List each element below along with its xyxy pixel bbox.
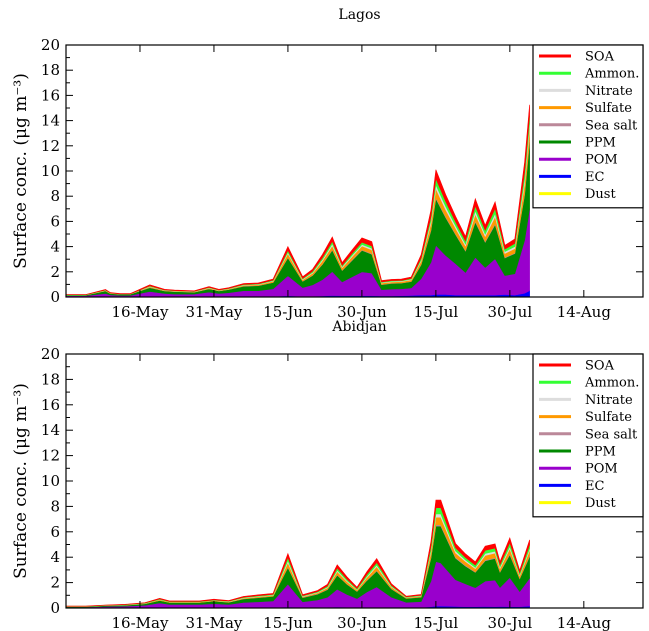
legend-label: Nitrate bbox=[585, 84, 633, 99]
x-tick-label: 14-Aug bbox=[557, 614, 612, 631]
y-axis-label: Surface conc. (μg m⁻³) bbox=[11, 383, 31, 579]
y-tick-label: 16 bbox=[41, 86, 60, 104]
x-tick-label: 31-May bbox=[185, 303, 242, 321]
y-tick-label: 20 bbox=[41, 36, 60, 54]
x-tick-label: 15-Jul bbox=[414, 614, 459, 631]
legend-label: EC bbox=[585, 170, 604, 185]
legend: SOA Ammon. Nitrate Sulfate Sea salt PPM POM EC D… bbox=[532, 353, 644, 518]
x-tick-label: 16-May bbox=[112, 303, 169, 321]
y-tick-label: 0 bbox=[50, 599, 60, 617]
area-soa bbox=[65, 499, 530, 607]
y-tick-label: 12 bbox=[41, 137, 60, 155]
chart-panel-1: 0 2 4 6 8 10 12 14 16 18 20 16-May 31-May 15-Jun 30-Ju… bbox=[11, 7, 644, 321]
legend-label: Nitrate bbox=[585, 393, 633, 408]
legend-label: Sea salt bbox=[585, 427, 638, 442]
legend: SOA Ammon. Nitrate Sulfate Sea salt PPM POM EC D… bbox=[532, 44, 644, 209]
legend-label: POM bbox=[585, 153, 618, 168]
legend-label: Ammon. bbox=[584, 67, 639, 82]
y-tick-label: 8 bbox=[50, 497, 60, 515]
legend-label: POM bbox=[585, 462, 618, 477]
chart-title: Abidjan bbox=[331, 319, 386, 335]
x-tick-label: 16-May bbox=[112, 614, 169, 631]
legend-label: SOA bbox=[585, 50, 615, 65]
legend-label: PPM bbox=[585, 136, 616, 151]
y-tick-label: 8 bbox=[50, 187, 60, 205]
x-tick-label: 14-Aug bbox=[557, 303, 612, 321]
y-tick-label: 0 bbox=[50, 288, 60, 306]
y-tick-label: 10 bbox=[41, 472, 60, 490]
y-tick-label: 20 bbox=[41, 345, 60, 363]
y-tick-label: 4 bbox=[50, 548, 60, 566]
chart-title: Lagos bbox=[338, 7, 380, 23]
legend-label: Sulfate bbox=[585, 410, 632, 425]
x-tick-label: 31-May bbox=[185, 614, 242, 631]
legend-label: Dust bbox=[585, 187, 616, 202]
x-tick-label: 30-Jul bbox=[488, 614, 533, 631]
legend-label: EC bbox=[585, 479, 604, 494]
x-tick-label: 30-Jul bbox=[488, 303, 533, 321]
legend-label: Ammon. bbox=[584, 376, 639, 391]
y-tick-label: 18 bbox=[41, 370, 60, 388]
y-tick-label: 10 bbox=[41, 162, 60, 180]
legend-label: SOA bbox=[585, 359, 615, 374]
y-tick-label: 16 bbox=[41, 396, 60, 414]
y-tick-label: 2 bbox=[50, 263, 60, 281]
y-tick-label: 2 bbox=[50, 574, 60, 592]
y-tick-label: 12 bbox=[41, 447, 60, 465]
legend-label: Sulfate bbox=[585, 101, 632, 116]
y-axis-label: Surface conc. (μg m⁻³) bbox=[11, 73, 31, 269]
x-tick-label: 15-Jul bbox=[414, 303, 459, 321]
area-soa bbox=[65, 104, 530, 295]
x-tick-label: 15-Jun bbox=[263, 614, 313, 631]
y-tick-label: 6 bbox=[50, 523, 60, 541]
chart-panel-2: 0 2 4 6 8 10 12 14 16 18 20 16-May 31-May 15-Jun 30-Ju… bbox=[11, 319, 644, 631]
y-tick-label: 18 bbox=[41, 61, 60, 79]
y-tick-label: 4 bbox=[50, 238, 60, 256]
y-tick-label: 6 bbox=[50, 212, 60, 230]
legend-label: Sea salt bbox=[585, 118, 638, 133]
x-tick-label: 30-Jun bbox=[337, 303, 387, 321]
y-tick-label: 14 bbox=[41, 112, 60, 130]
y-tick-label: 14 bbox=[41, 421, 60, 439]
legend-label: Dust bbox=[585, 496, 616, 511]
legend-label: PPM bbox=[585, 445, 616, 460]
x-tick-label: 15-Jun bbox=[263, 303, 313, 321]
x-tick-label: 30-Jun bbox=[337, 614, 387, 631]
